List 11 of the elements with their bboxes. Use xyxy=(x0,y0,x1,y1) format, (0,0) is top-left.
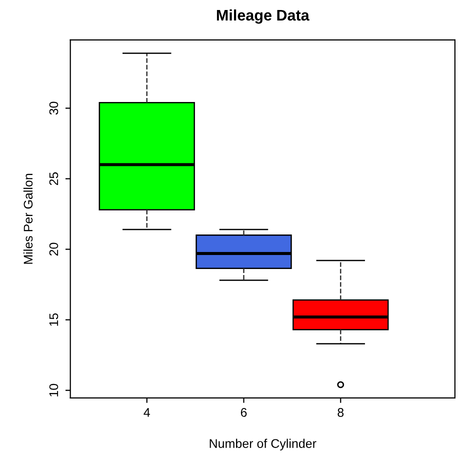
x-tick-label: 8 xyxy=(338,408,344,417)
y-tick-label: 25 xyxy=(49,172,58,186)
y-tick-label: 30 xyxy=(49,102,58,115)
x-tick-label: 4 xyxy=(144,408,150,417)
x-tick-label: 6 xyxy=(240,408,247,417)
y-tick-label: 20 xyxy=(49,242,58,256)
y-tick-label: 15 xyxy=(49,313,58,326)
x-axis-title: Number of Cylinder xyxy=(210,438,316,450)
chart-title: Mileage Data xyxy=(216,9,310,24)
y-axis-title: Miles Per Gallon xyxy=(23,174,33,264)
y-tick-label: 10 xyxy=(49,384,58,396)
